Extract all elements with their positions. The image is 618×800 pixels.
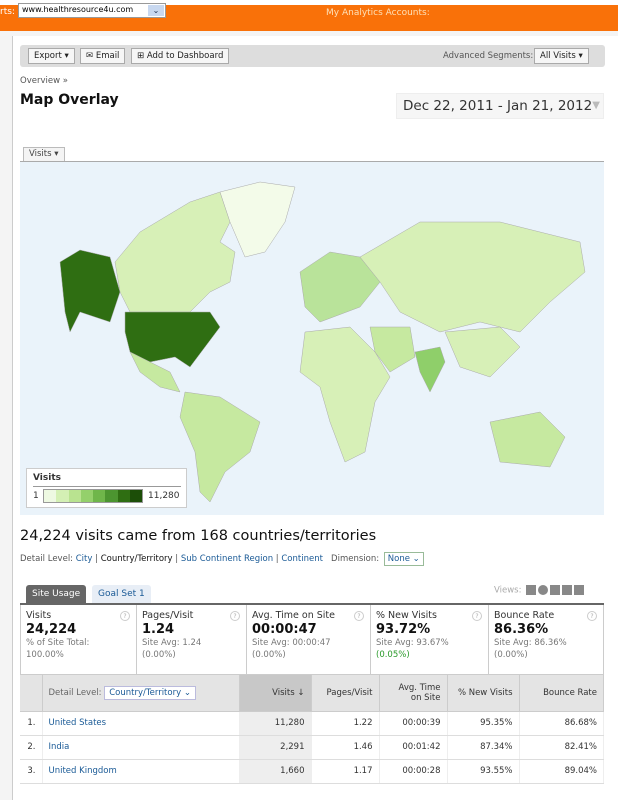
views-switcher: Views: — [494, 585, 585, 596]
map-usa — [124, 311, 221, 368]
email-button[interactable]: ✉ Email — [80, 48, 126, 64]
detail-level-bar: Detail Level: City | Country/Territory |… — [20, 552, 424, 566]
help-icon[interactable]: ? — [230, 611, 240, 621]
detail-city-link[interactable]: City — [75, 554, 93, 564]
table-row: 2. India 2,291 1.46 00:01:42 87.34% 82.41% — [20, 735, 604, 760]
country-link[interactable]: United Kingdom — [48, 766, 117, 776]
map-canada — [114, 191, 236, 313]
tab-site-usage[interactable]: Site Usage — [26, 585, 87, 603]
divider — [20, 603, 604, 605]
metric-avg-time: Avg. Time on Site 00:00:47 Site Avg: 00:00… — [247, 605, 371, 674]
page-title: Map Overlay — [20, 92, 119, 108]
map-africa — [299, 326, 391, 463]
legend-gradient — [43, 489, 143, 503]
grid-icon: ⊞ — [137, 51, 145, 61]
metric-pages-visit: Pages/Visit 1.24 Site Avg: 1.24 (0.00%)? — [137, 605, 247, 674]
bar-view-icon[interactable] — [550, 585, 561, 595]
account-select[interactable]: www.healthresource4u.com ⌄ — [18, 3, 166, 18]
segments-label: Advanced Segments: — [443, 51, 534, 61]
map-alaska — [59, 249, 121, 333]
export-button[interactable]: Export ▾ — [28, 48, 75, 64]
pivot-view-icon[interactable] — [574, 585, 585, 595]
accounts-label: rts: — [0, 7, 15, 17]
map-east-asia — [444, 326, 521, 378]
col-visits[interactable]: Visits ↓ — [239, 675, 312, 712]
envelope-icon: ✉ — [86, 51, 94, 61]
comparison-view-icon[interactable] — [562, 585, 573, 595]
tab-goal-set-1[interactable]: Goal Set 1 — [92, 585, 151, 603]
map-greenland — [219, 181, 296, 258]
breadcrumb[interactable]: Overview » — [20, 76, 68, 86]
world-map[interactable] — [20, 162, 604, 515]
table-view-icon[interactable] — [526, 585, 537, 595]
detail-level-select[interactable]: Country/Territory ⌄ — [104, 685, 196, 700]
visits-summary: 24,224 visits came from 168 countries/te… — [20, 528, 377, 544]
country-table: Detail Level: Country/Territory ⌄ Visits… — [20, 675, 604, 784]
map-australia — [489, 411, 566, 468]
pie-view-icon[interactable] — [538, 585, 549, 595]
map-south-america — [179, 391, 261, 503]
metric-new-visits: % New Visits 93.72% Site Avg: 93.67% (0.05%… — [371, 605, 489, 674]
col-new-visits[interactable]: % New Visits — [447, 675, 520, 712]
help-icon[interactable]: ? — [472, 611, 482, 621]
map-india — [414, 346, 446, 393]
dimension-select[interactable]: None ⌄ — [383, 552, 424, 566]
map-middle-east — [369, 326, 416, 373]
col-avg-time[interactable]: Avg. Time on Site — [379, 675, 448, 712]
segments-select[interactable]: All Visits ▾ — [534, 48, 589, 64]
map-legend: Visits 1 11,280 — [26, 468, 187, 508]
map-metric-select[interactable]: Visits ▾ — [23, 147, 65, 162]
metric-bounce-rate: Bounce Rate 86.36% Site Avg: 86.36% (0.00%)… — [489, 605, 603, 674]
divider — [20, 161, 604, 162]
metrics-scorecard: Visits 24,224% of Site Total: 100.00%? Pag… — [20, 605, 604, 675]
toolbar: Export ▾ ✉ Email ⊞ Add to Dashboard Adva… — [20, 45, 605, 67]
country-link[interactable]: India — [48, 742, 70, 752]
legend-title: Visits — [33, 473, 61, 483]
table-row: 1. United States 11,280 1.22 00:00:39 95.35% 8… — [20, 711, 604, 736]
account-value: www.healthresource4u.com — [22, 5, 134, 14]
col-pages-visit[interactable]: Pages/Visit — [311, 675, 380, 712]
chevron-down-icon: ▼ — [592, 100, 600, 111]
country-link[interactable]: United States — [48, 718, 107, 728]
col-bounce-rate[interactable]: Bounce Rate — [519, 675, 604, 712]
map-mexico — [129, 351, 181, 393]
my-accounts-label: My Analytics Accounts: — [326, 8, 430, 18]
help-icon[interactable]: ? — [120, 611, 130, 621]
help-icon[interactable]: ? — [354, 611, 364, 621]
legend-max: 11,280 — [148, 491, 180, 501]
detail-continent-link[interactable]: Continent — [281, 554, 323, 564]
map-russia-asia — [359, 221, 586, 333]
add-to-dashboard-button[interactable]: ⊞ Add to Dashboard — [131, 48, 230, 64]
map-europe — [299, 251, 381, 323]
help-icon[interactable]: ? — [587, 611, 597, 621]
legend-min: 1 — [33, 491, 39, 501]
table-header: Detail Level: Country/Territory ⌄ Visits… — [20, 675, 604, 712]
table-row: 3. United Kingdom 1,660 1.17 00:00:28 93.55% 8… — [20, 759, 604, 784]
metric-visits: Visits 24,224% of Site Total: 100.00%? — [21, 605, 137, 674]
detail-subcontinent-link[interactable]: Sub Continent Region — [180, 554, 274, 564]
chevron-down-icon: ⌄ — [148, 5, 164, 16]
detail-country-current: Country/Territory — [100, 554, 173, 564]
date-range-picker[interactable]: Dec 22, 2011 - Jan 21, 2012 ▼ — [396, 93, 604, 119]
